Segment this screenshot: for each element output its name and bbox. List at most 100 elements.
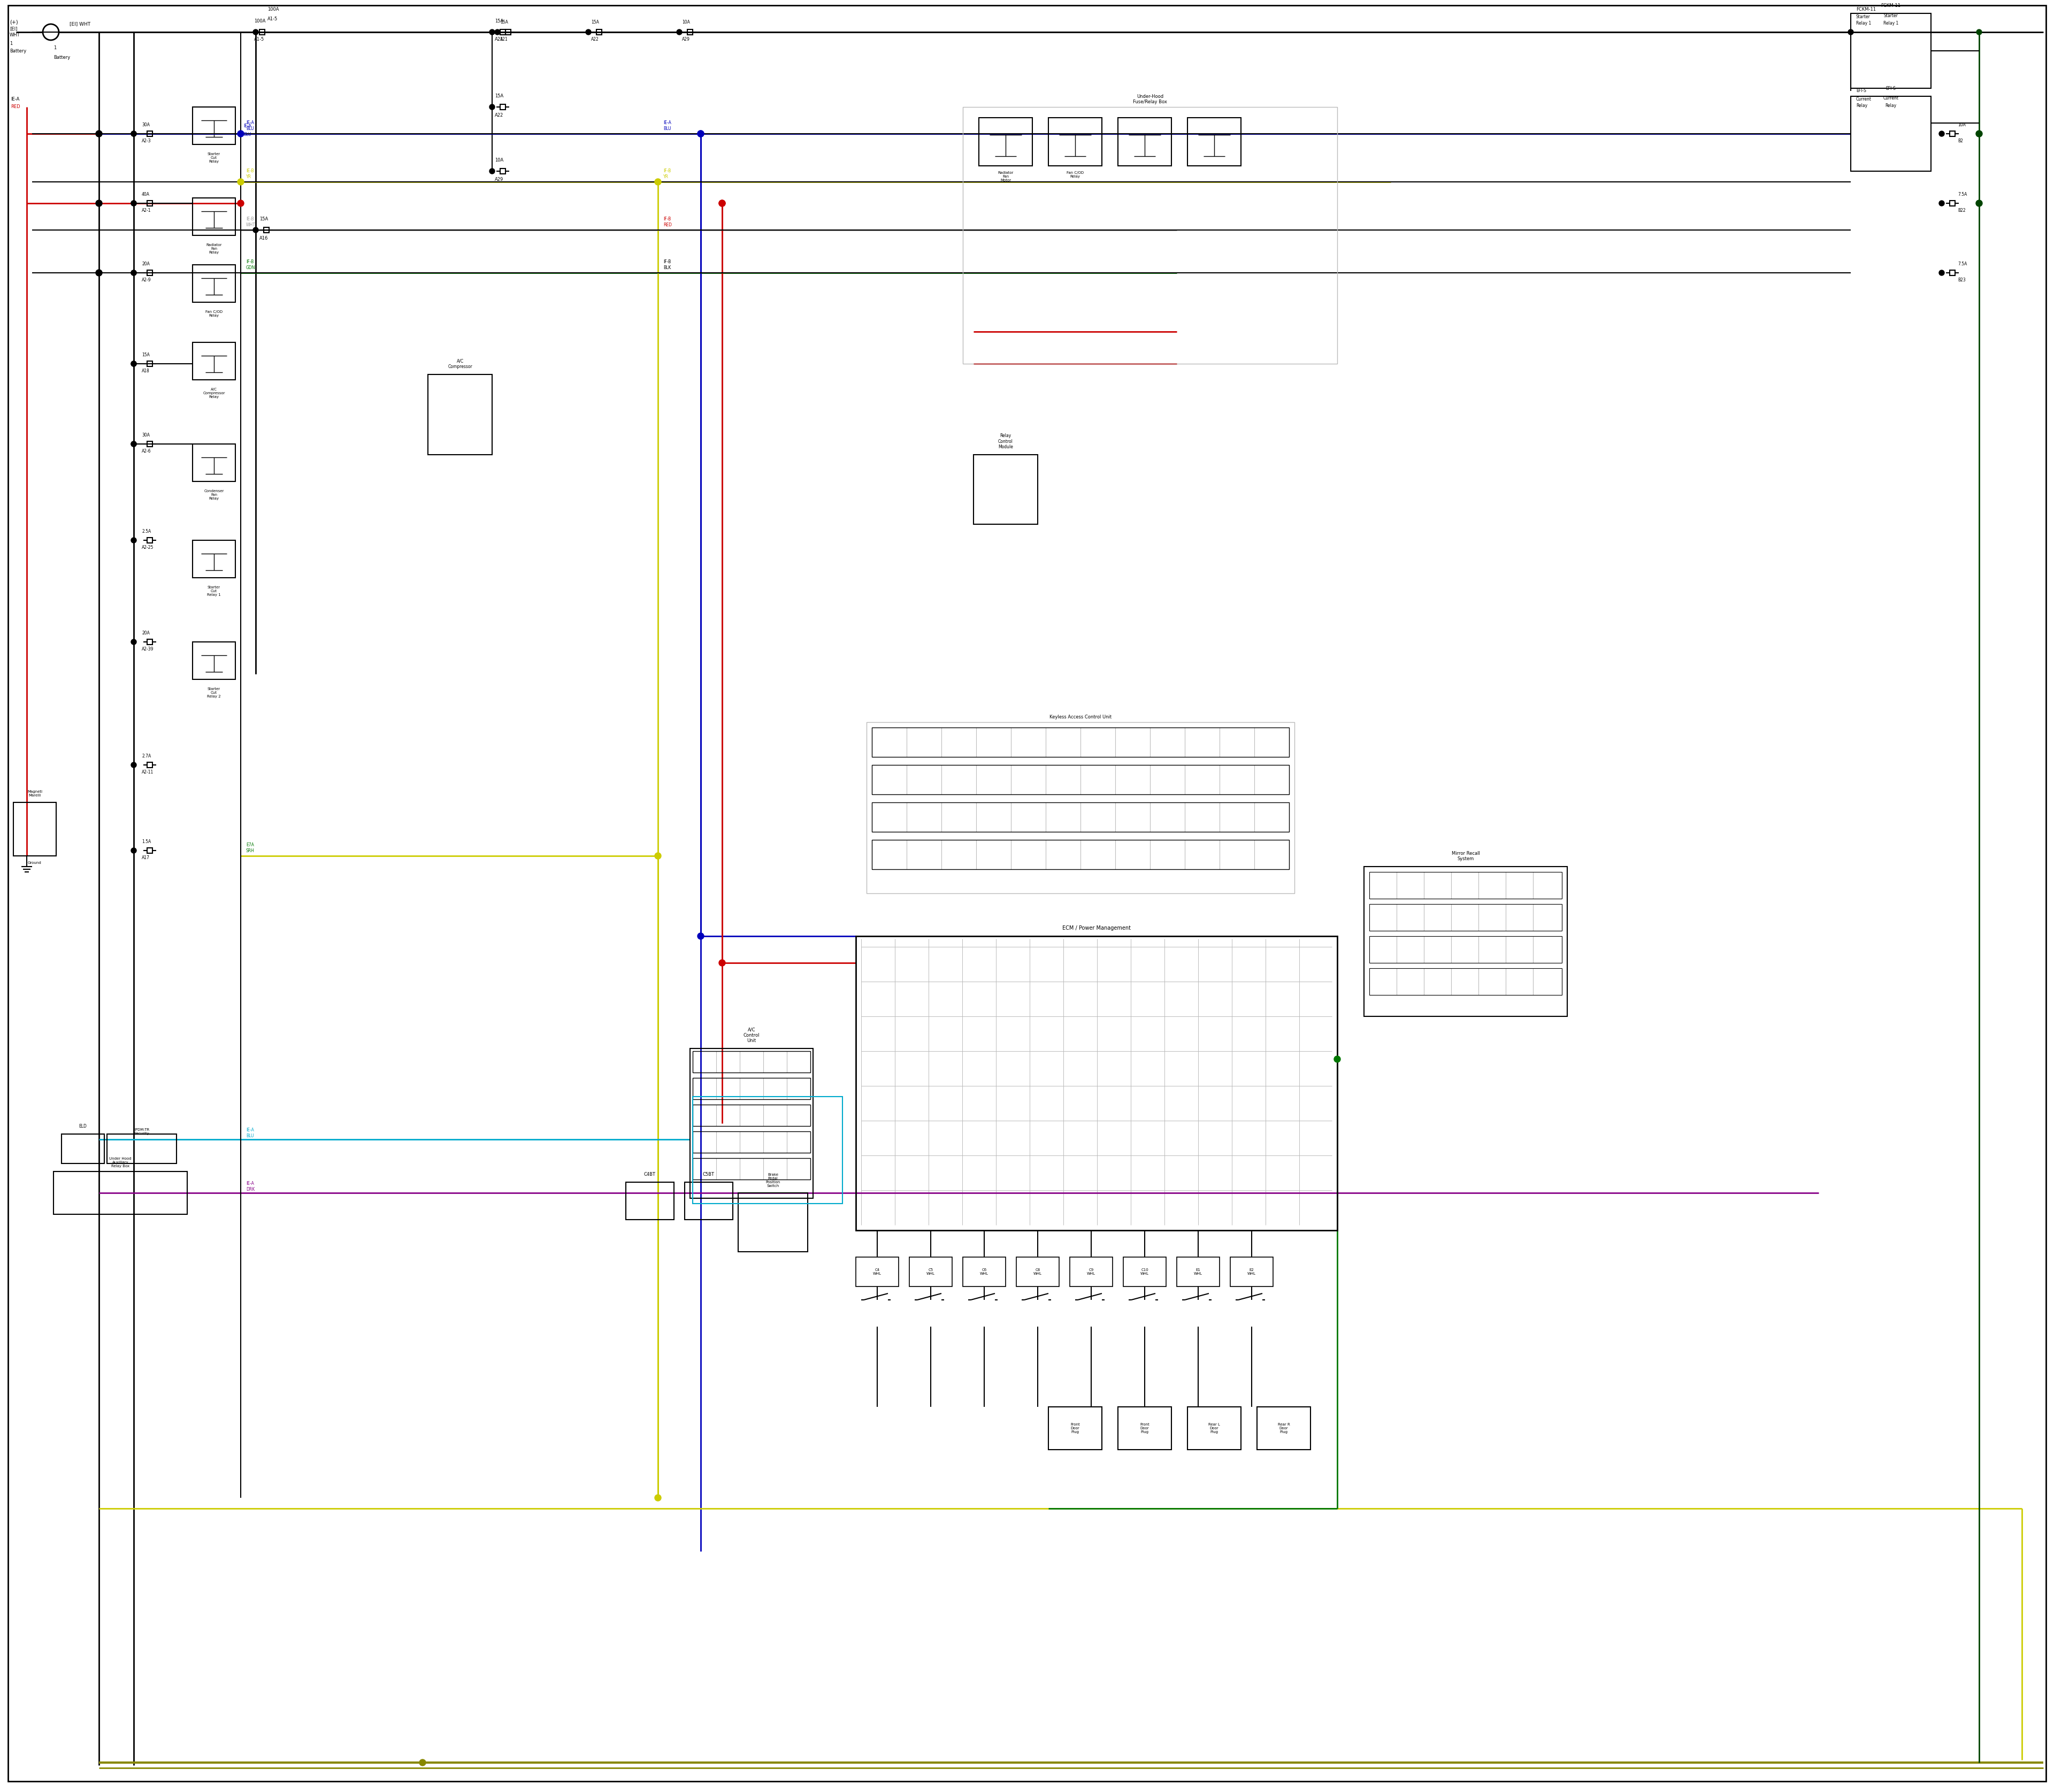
Text: Relay: Relay <box>1857 104 1867 108</box>
Text: Under-Hood
Fuse/Relay Box: Under-Hood Fuse/Relay Box <box>1134 93 1167 104</box>
Text: Starter: Starter <box>1884 14 1898 18</box>
Bar <box>871 803 1290 831</box>
Bar <box>1048 1407 1101 1450</box>
Text: Ground: Ground <box>29 862 41 864</box>
Text: Relay
Control
Module: Relay Control Module <box>998 434 1013 450</box>
Bar <box>1949 201 1955 206</box>
Text: A/C
Compressor: A/C Compressor <box>448 358 472 369</box>
Circle shape <box>1976 131 1982 136</box>
Text: Front
Door
Plug: Front Door Plug <box>1140 1423 1150 1434</box>
Circle shape <box>131 131 136 136</box>
Text: Starter: Starter <box>1857 14 1871 20</box>
Text: 40A: 40A <box>142 192 150 197</box>
Text: A/C
Control
Unit: A/C Control Unit <box>744 1027 760 1043</box>
Text: EFI-S: EFI-S <box>1886 86 1896 91</box>
Bar <box>1257 1407 1310 1450</box>
Text: IE-B
WHT: IE-B WHT <box>246 217 255 228</box>
Text: 15A: 15A <box>495 93 503 99</box>
Bar <box>148 640 152 645</box>
Bar <box>107 1134 177 1163</box>
Bar <box>193 108 236 145</box>
Text: C6
WHL: C6 WHL <box>980 1269 988 1276</box>
Text: 15A: 15A <box>592 20 600 25</box>
Bar <box>1048 118 1101 167</box>
Text: A2-6: A2-6 <box>142 450 152 453</box>
Bar <box>692 1052 811 1073</box>
Text: RED: RED <box>10 104 21 109</box>
Text: E7A
SRH: E7A SRH <box>246 842 255 853</box>
Text: 10A: 10A <box>1957 124 1966 127</box>
Bar <box>1070 1256 1113 1287</box>
Bar <box>148 762 152 767</box>
Text: IE-A
BLU: IE-A BLU <box>246 120 255 131</box>
Circle shape <box>97 269 103 276</box>
Text: 2.7A: 2.7A <box>142 754 152 758</box>
Text: 2.5A: 2.5A <box>142 529 152 534</box>
Circle shape <box>419 1760 425 1765</box>
Circle shape <box>489 104 495 109</box>
Circle shape <box>97 201 103 206</box>
Bar <box>14 803 55 857</box>
Text: Relay 1: Relay 1 <box>1857 22 1871 25</box>
Bar <box>857 1256 900 1287</box>
Text: B22: B22 <box>1957 208 1966 213</box>
Text: 30A: 30A <box>142 124 150 127</box>
Bar <box>688 29 692 34</box>
Bar <box>963 108 1337 364</box>
Text: A21: A21 <box>495 38 503 41</box>
Text: Rear R
Door
Plug: Rear R Door Plug <box>1278 1423 1290 1434</box>
Circle shape <box>131 131 136 136</box>
Text: C9
WHL: C9 WHL <box>1087 1269 1095 1276</box>
Text: [EI]: [EI] <box>10 27 16 30</box>
Bar <box>871 840 1290 869</box>
Text: 1: 1 <box>53 47 55 50</box>
Text: A2-11: A2-11 <box>142 771 154 774</box>
Text: C10
WHL: C10 WHL <box>1140 1269 1148 1276</box>
Text: IF-B
YR: IF-B YR <box>663 168 672 179</box>
Text: IE-A: IE-A <box>10 97 18 102</box>
Circle shape <box>698 934 705 939</box>
Text: Keyless Access Control Unit: Keyless Access Control Unit <box>1050 715 1111 719</box>
Circle shape <box>495 29 499 34</box>
Text: 7.5A: 7.5A <box>1957 262 1968 267</box>
Circle shape <box>131 640 136 645</box>
Bar <box>692 1104 811 1125</box>
Text: Starter
Cut
Relay: Starter Cut Relay <box>207 152 220 163</box>
Bar <box>974 455 1037 525</box>
Bar <box>259 29 265 34</box>
Circle shape <box>131 271 136 276</box>
Bar <box>193 444 236 482</box>
Bar <box>1851 13 1931 88</box>
Bar <box>1370 903 1561 930</box>
Bar <box>867 722 1294 894</box>
Bar <box>1370 968 1561 995</box>
Bar <box>148 271 152 276</box>
Bar <box>499 168 505 174</box>
Text: [EI] WHT: [EI] WHT <box>70 22 90 27</box>
Text: 1: 1 <box>10 41 12 47</box>
Text: A1-5: A1-5 <box>255 38 265 41</box>
Text: IF-B
RED: IF-B RED <box>663 217 672 228</box>
Bar <box>1949 271 1955 276</box>
Text: 15A: 15A <box>495 20 503 23</box>
Bar <box>1230 1256 1273 1287</box>
Bar <box>692 1097 842 1204</box>
Text: IE-A
BLU: IE-A BLU <box>663 120 672 131</box>
Text: A2-25: A2-25 <box>142 545 154 550</box>
Text: Relay 1: Relay 1 <box>1884 22 1898 25</box>
Circle shape <box>655 179 661 185</box>
Bar <box>1949 131 1955 136</box>
Text: Starter
Cut
Relay 2: Starter Cut Relay 2 <box>207 688 222 699</box>
Text: EFI-S: EFI-S <box>1857 88 1867 93</box>
Circle shape <box>676 29 682 34</box>
Bar <box>1851 97 1931 172</box>
Bar <box>692 1158 811 1179</box>
Text: IPDM-TR
Security: IPDM-TR Security <box>134 1127 150 1134</box>
Bar <box>1117 1407 1171 1450</box>
Bar <box>596 29 602 34</box>
Circle shape <box>238 131 244 136</box>
Bar <box>1364 867 1567 1016</box>
Bar <box>505 29 511 34</box>
Circle shape <box>698 131 705 136</box>
Text: FCKM-11: FCKM-11 <box>1881 4 1900 7</box>
